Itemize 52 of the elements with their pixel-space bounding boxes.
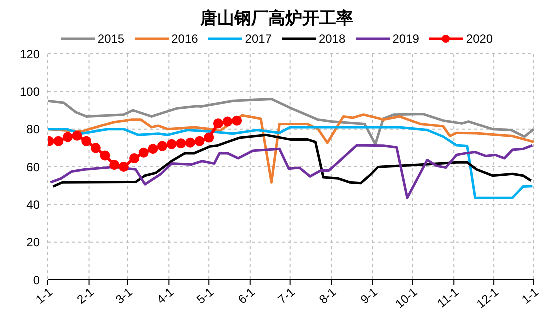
point <box>110 160 120 170</box>
point <box>194 136 205 146</box>
x-tick-label: 8-1 <box>316 284 340 307</box>
point <box>100 150 110 161</box>
y-tick-label: 0 <box>33 273 40 288</box>
point <box>82 136 92 146</box>
chart-title: 唐山钢厂高炉开工率 <box>199 8 354 30</box>
point <box>185 138 196 148</box>
point <box>222 116 233 127</box>
line-series <box>52 134 533 188</box>
point <box>213 118 224 129</box>
point <box>54 136 64 146</box>
point <box>138 148 149 158</box>
x-tick-label: 5-1 <box>194 284 217 307</box>
legend-label: 2020 <box>466 32 494 46</box>
x-tick-label: 2-1 <box>74 284 97 307</box>
line-series <box>48 114 534 184</box>
y-tick-label: 100 <box>20 84 40 99</box>
x-tick-label: 6-1 <box>236 284 258 307</box>
x-tick-label: 1-1 <box>519 284 542 307</box>
legend-label: 2016 <box>172 32 198 46</box>
point <box>166 139 177 150</box>
point <box>232 116 242 126</box>
legend-label: 2018 <box>319 32 346 46</box>
line-series <box>48 126 534 200</box>
point <box>90 143 101 154</box>
point <box>62 132 73 142</box>
line-series <box>48 98 534 146</box>
legend-label: 2015 <box>98 32 125 46</box>
x-tick-label: 11-1 <box>434 284 462 311</box>
point <box>118 162 129 172</box>
point <box>158 141 168 152</box>
x-tick-label: 4-1 <box>154 284 177 307</box>
point <box>176 138 186 149</box>
x-tick-label: 9-1 <box>358 284 381 307</box>
point <box>72 130 82 141</box>
x-tick-label: 1-1 <box>33 284 56 307</box>
legend-label: 2017 <box>245 32 272 46</box>
x-tick-label: 3-1 <box>113 284 136 307</box>
y-tick-label: 80 <box>26 122 40 137</box>
x-tick-label: 10-1 <box>392 284 420 312</box>
y-tick-label: 60 <box>26 160 40 174</box>
point <box>148 144 158 154</box>
line-series <box>49 144 534 200</box>
legend-label: 2019 <box>392 32 420 46</box>
point <box>204 132 214 143</box>
y-tick-label: 20 <box>26 236 40 250</box>
x-tick-label: 12-1 <box>474 284 502 312</box>
y-tick-label: 40 <box>26 198 40 212</box>
y-tick-label: 120 <box>20 47 40 62</box>
point <box>130 154 140 164</box>
x-tick-label: 7-1 <box>275 284 298 307</box>
